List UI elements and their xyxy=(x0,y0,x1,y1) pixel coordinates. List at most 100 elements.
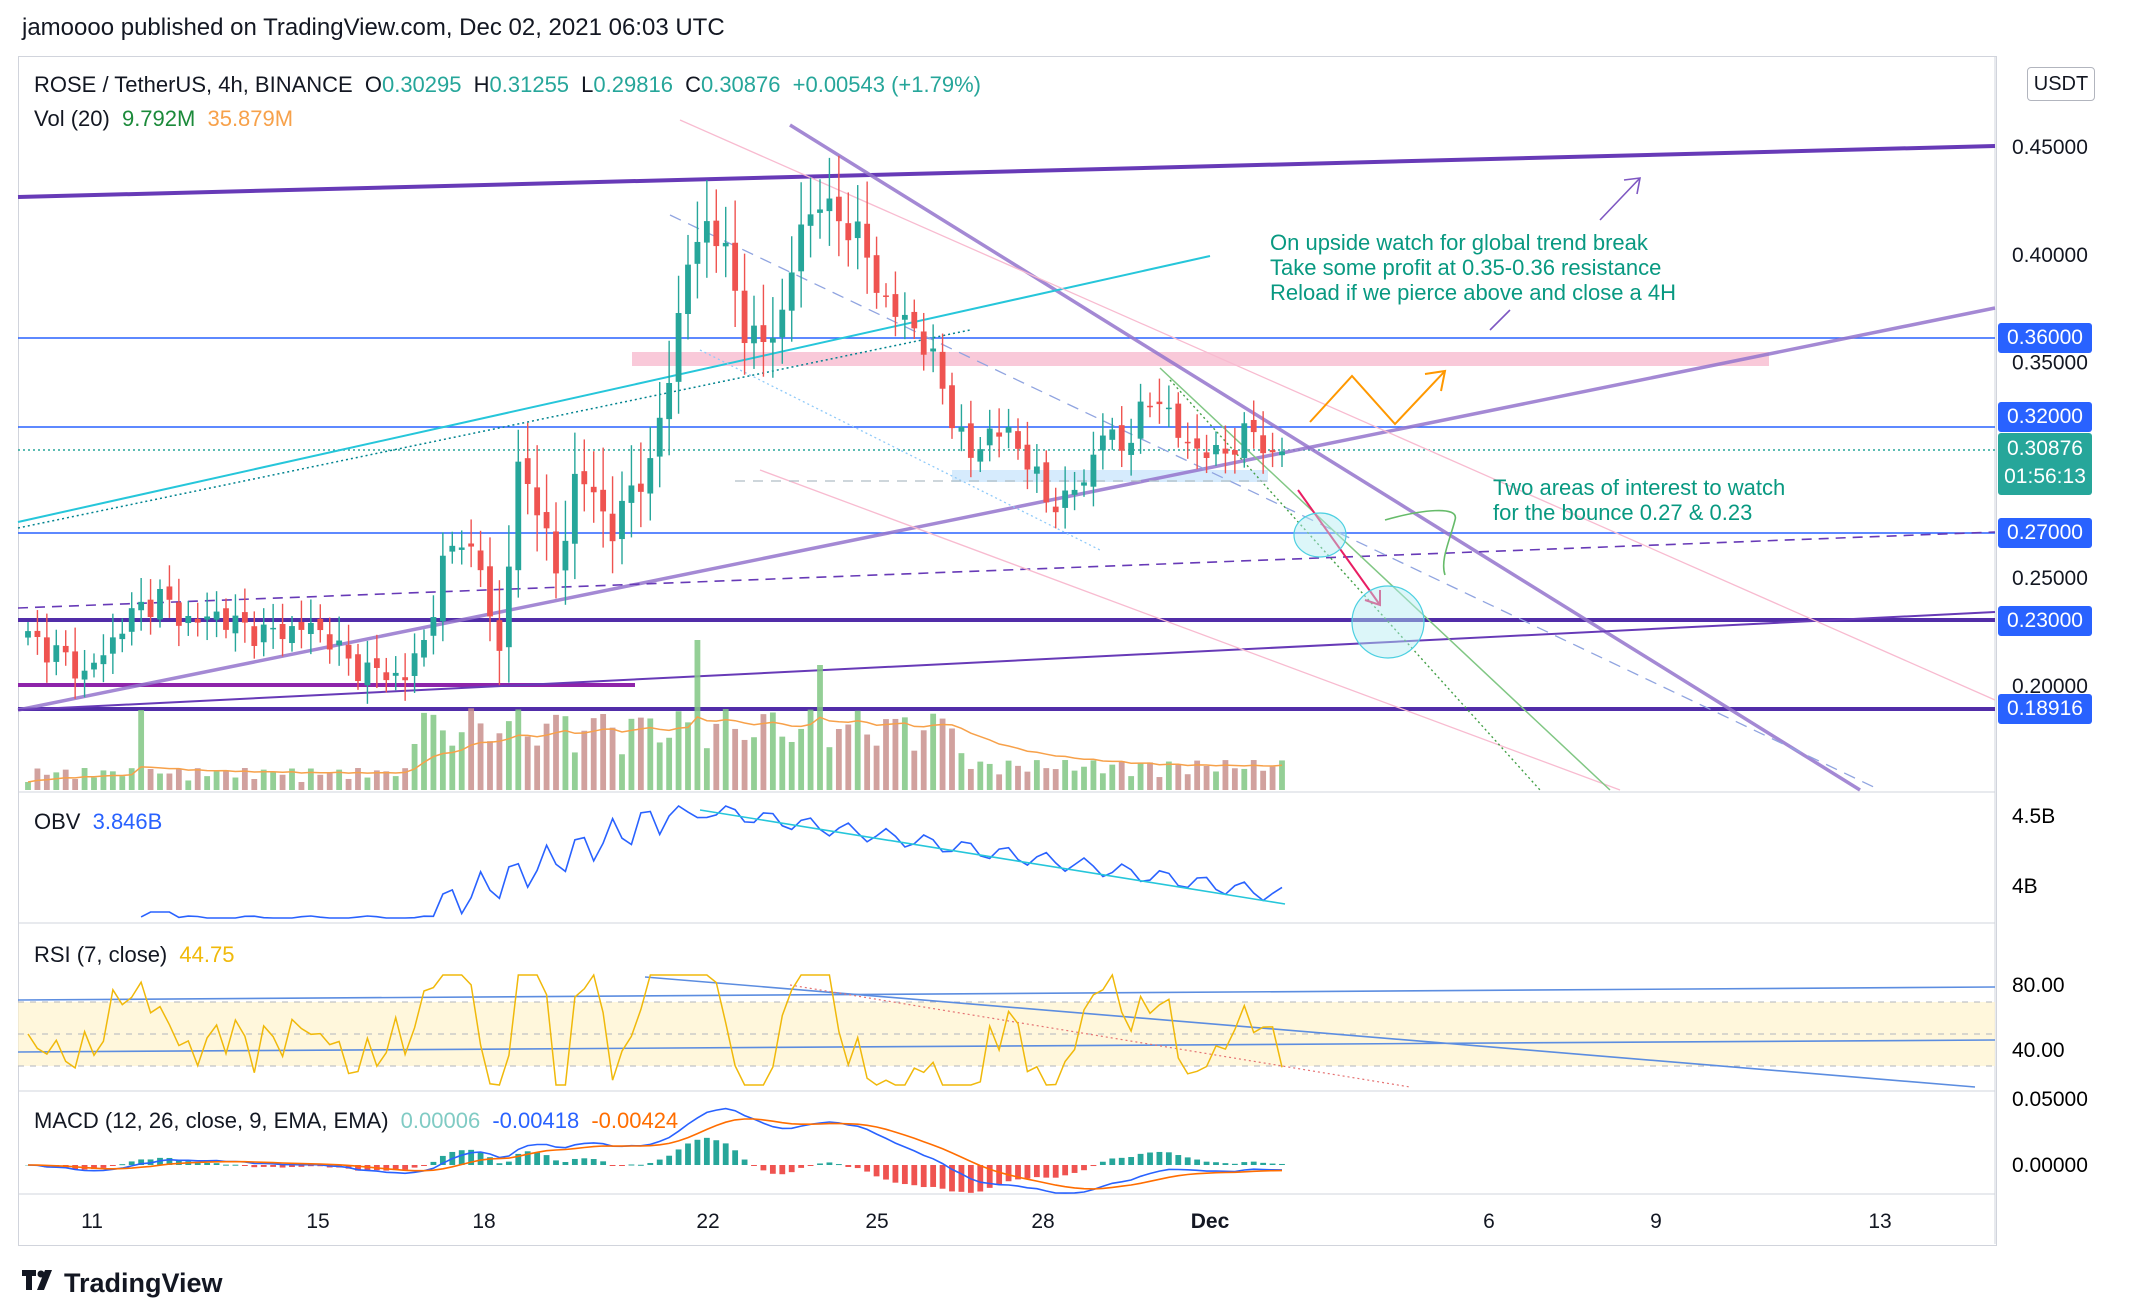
candle-body[interactable] xyxy=(1005,427,1012,433)
candle-body[interactable] xyxy=(241,612,248,623)
candle-body[interactable] xyxy=(732,242,739,291)
candle-body[interactable] xyxy=(175,602,182,626)
candle-body[interactable] xyxy=(826,198,833,212)
candle-body[interactable] xyxy=(307,622,314,635)
candle-body[interactable] xyxy=(1241,423,1248,459)
candle-body[interactable] xyxy=(864,223,871,258)
candle-body[interactable] xyxy=(977,449,984,462)
candle-body[interactable] xyxy=(939,351,946,389)
candle-body[interactable] xyxy=(223,608,229,630)
candle-body[interactable] xyxy=(34,630,41,638)
candle-body[interactable] xyxy=(166,586,173,600)
candle-body[interactable] xyxy=(619,500,625,540)
candle-body[interactable] xyxy=(439,555,446,622)
candle-body[interactable] xyxy=(637,483,644,492)
candle-body[interactable] xyxy=(703,221,710,243)
candle-body[interactable] xyxy=(138,601,145,611)
candle-body[interactable] xyxy=(694,241,701,264)
candle-body[interactable] xyxy=(996,432,1003,437)
currency-button[interactable]: USDT xyxy=(2027,67,2095,101)
candle-body[interactable] xyxy=(53,645,60,662)
candle-body[interactable] xyxy=(345,644,352,659)
candle-body[interactable] xyxy=(100,655,107,665)
candle-body[interactable] xyxy=(251,626,258,646)
candle-body[interactable] xyxy=(798,224,805,272)
tradingview-logo[interactable]: TradingView xyxy=(22,1268,223,1299)
candle-body[interactable] xyxy=(1071,489,1078,495)
candle-body[interactable] xyxy=(609,513,616,542)
candle-body[interactable] xyxy=(553,531,559,574)
candle-body[interactable] xyxy=(741,290,748,344)
candle-body[interactable] xyxy=(524,458,531,485)
candle-body[interactable] xyxy=(1099,435,1106,451)
candle-body[interactable] xyxy=(967,423,974,458)
candle-body[interactable] xyxy=(628,485,635,503)
candle-body[interactable] xyxy=(364,662,371,686)
candle-body[interactable] xyxy=(505,566,512,648)
candle-body[interactable] xyxy=(1175,403,1182,438)
candle-body[interactable] xyxy=(1052,506,1059,513)
candle-body[interactable] xyxy=(901,314,908,320)
candle-body[interactable] xyxy=(157,588,163,620)
candle-body[interactable] xyxy=(477,550,484,571)
candle-body[interactable] xyxy=(119,633,126,640)
candle-body[interactable] xyxy=(562,540,569,571)
candle-body[interactable] xyxy=(392,672,399,676)
candle-body[interactable] xyxy=(1184,441,1191,444)
candle-body[interactable] xyxy=(1156,401,1163,405)
candle-body[interactable] xyxy=(430,617,437,636)
candle-body[interactable] xyxy=(298,622,305,630)
candle-body[interactable] xyxy=(1090,454,1097,487)
candle-body[interactable] xyxy=(1260,435,1267,454)
candle-body[interactable] xyxy=(402,677,409,681)
candle-body[interactable] xyxy=(1203,452,1210,458)
candle-body[interactable] xyxy=(289,626,295,644)
candle-body[interactable] xyxy=(449,545,456,552)
chart-frame[interactable] xyxy=(18,56,1997,1246)
candle-body[interactable] xyxy=(468,543,475,547)
candle-body[interactable] xyxy=(317,618,324,631)
candle-body[interactable] xyxy=(930,348,937,352)
candle-body[interactable] xyxy=(1194,438,1201,449)
candle-body[interactable] xyxy=(986,428,993,446)
candle-body[interactable] xyxy=(543,512,550,529)
candle-body[interactable] xyxy=(751,325,757,344)
candle-body[interactable] xyxy=(279,623,286,640)
candle-body[interactable] xyxy=(675,313,682,382)
candle-body[interactable] xyxy=(458,547,465,550)
candle-body[interactable] xyxy=(1213,444,1219,455)
candle-body[interactable] xyxy=(1250,419,1257,433)
candle-body[interactable] xyxy=(713,220,720,247)
candle-body[interactable] xyxy=(62,645,69,653)
candle-body[interactable] xyxy=(487,566,493,617)
candle-body[interactable] xyxy=(515,461,522,571)
candle-body[interactable] xyxy=(1015,431,1021,449)
candle-body[interactable] xyxy=(845,223,852,241)
candle-body[interactable] xyxy=(666,382,673,420)
candle-body[interactable] xyxy=(1279,451,1285,456)
candle-body[interactable] xyxy=(779,309,786,338)
candle-body[interactable] xyxy=(1147,405,1153,408)
candle-body[interactable] xyxy=(421,639,427,658)
candle-body[interactable] xyxy=(1118,425,1125,451)
candle-body[interactable] xyxy=(534,487,541,516)
candle-body[interactable] xyxy=(883,295,889,297)
candle-body[interactable] xyxy=(336,640,343,646)
candle-body[interactable] xyxy=(647,458,654,494)
candle-body[interactable] xyxy=(1165,407,1172,410)
candle-body[interactable] xyxy=(892,294,899,317)
candle-body[interactable] xyxy=(1222,448,1229,454)
candle-body[interactable] xyxy=(1137,401,1144,439)
candle-body[interactable] xyxy=(1033,466,1040,474)
candle-body[interactable] xyxy=(949,385,955,429)
candle-body[interactable] xyxy=(788,272,795,311)
candle-body[interactable] xyxy=(232,615,239,634)
candle-body[interactable] xyxy=(1231,450,1238,455)
candle-body[interactable] xyxy=(194,618,201,623)
candle-body[interactable] xyxy=(355,654,361,682)
candle-body[interactable] xyxy=(722,242,729,247)
candle-body[interactable] xyxy=(213,611,220,620)
candle-body[interactable] xyxy=(72,651,79,679)
candle-body[interactable] xyxy=(911,311,918,329)
